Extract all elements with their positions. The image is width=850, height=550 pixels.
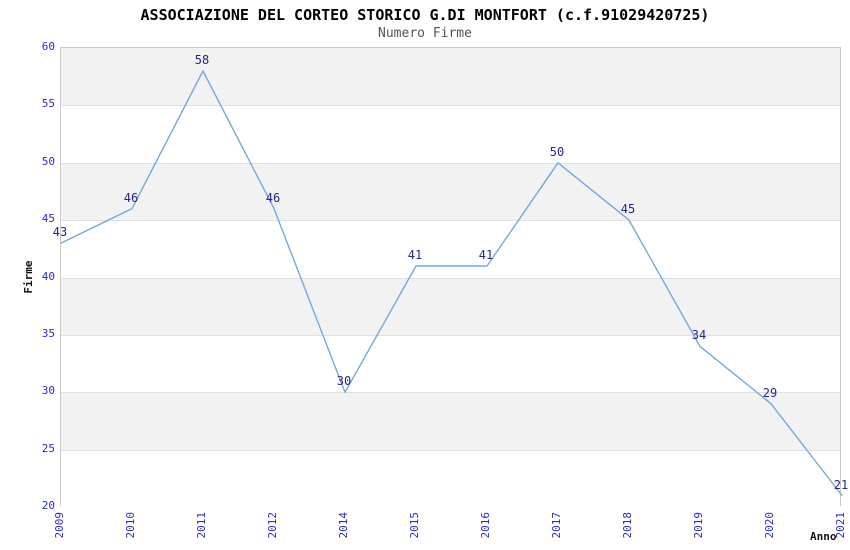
x-tick-label: 2018 [621,512,634,539]
grid-band [61,392,840,450]
x-tick-label: 2009 [53,512,66,539]
x-tick-label: 2016 [479,512,492,539]
data-label: 46 [265,190,281,205]
firme-line [60,70,843,497]
grid-band [61,334,840,393]
y-tick-label: 45 [41,212,55,226]
data-label: 41 [478,248,494,263]
y-tick-label: 55 [41,97,55,111]
y-tick-label: 60 [41,40,55,53]
y-tick-label: 20 [41,499,55,512]
data-label: 21 [833,477,849,492]
y-tick-label: 30 [41,384,55,398]
grid-band [61,277,840,335]
x-tick-label: 2019 [692,512,705,539]
chart-title: ASSOCIAZIONE DEL CORTEO STORICO G.DI MON… [140,6,710,24]
gridline [61,220,840,222]
grid-band [61,220,840,278]
x-tick-label: 2017 [550,512,563,539]
gridline [61,277,840,279]
x-tick-label: 2011 [195,512,208,539]
data-label: 34 [691,328,707,343]
gridline [61,449,840,451]
data-label: 58 [194,52,210,67]
data-label: 30 [336,374,352,389]
gridline [61,334,840,336]
x-tick-label: 2014 [337,512,350,539]
gridline [61,105,840,107]
data-label: 43 [52,225,68,240]
gridline [61,162,840,164]
x-tick-label: 2015 [408,512,421,539]
x-tick-label: 2012 [266,512,279,539]
x-tick-label: 2010 [124,512,137,539]
x-axis-label: Anno [810,530,837,543]
y-tick-label: 50 [41,154,55,168]
grid-band [61,449,840,507]
chart-subtitle: Numero Firme [378,26,472,41]
grid-band [61,105,840,163]
grid-band [61,162,840,221]
x-tick-label: 2020 [763,512,776,539]
data-label: 50 [549,144,565,159]
y-tick-label: 40 [41,269,55,283]
data-label: 41 [407,248,423,263]
data-label: 29 [762,385,778,400]
y-tick-label: 25 [41,441,55,455]
data-label: 46 [123,190,139,205]
line-series-svg [60,70,843,497]
data-label: 45 [620,202,636,217]
gridline [61,392,840,394]
y-tick-label: 35 [41,326,55,340]
plot-area [60,47,843,507]
